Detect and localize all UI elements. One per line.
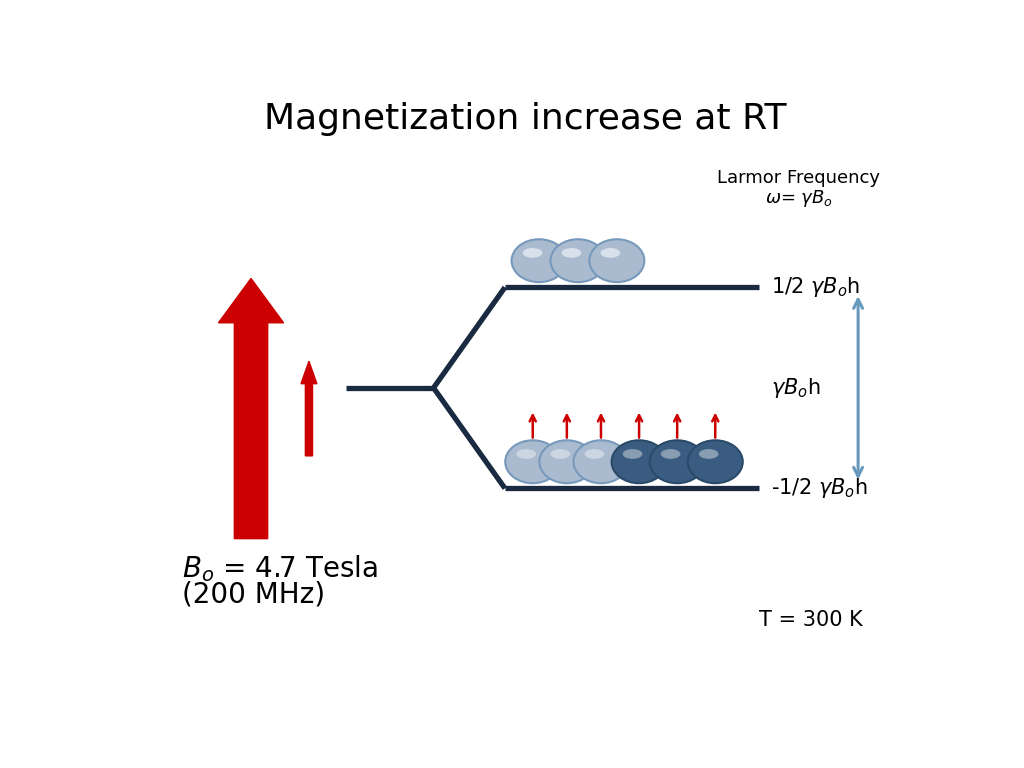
- Text: -1/2 $\gamma B_o$h: -1/2 $\gamma B_o$h: [771, 476, 867, 501]
- Ellipse shape: [522, 248, 543, 258]
- Ellipse shape: [623, 449, 642, 458]
- Ellipse shape: [551, 449, 570, 458]
- Text: (200 MHz): (200 MHz): [182, 581, 325, 609]
- Ellipse shape: [551, 239, 605, 282]
- Ellipse shape: [516, 449, 536, 458]
- Ellipse shape: [573, 440, 629, 483]
- Ellipse shape: [512, 239, 566, 282]
- Ellipse shape: [699, 449, 719, 458]
- Text: $B_o$ = 4.7 Tesla: $B_o$ = 4.7 Tesla: [182, 553, 378, 584]
- Ellipse shape: [540, 440, 594, 483]
- Ellipse shape: [590, 239, 644, 282]
- Text: Magnetization increase at RT: Magnetization increase at RT: [263, 102, 786, 136]
- Text: $\omega$= $\gamma B_o$: $\omega$= $\gamma B_o$: [765, 188, 833, 209]
- Ellipse shape: [561, 248, 582, 258]
- Text: 1/2 $\gamma B_o$h: 1/2 $\gamma B_o$h: [771, 275, 860, 300]
- Text: Larmor Frequency: Larmor Frequency: [717, 169, 880, 187]
- Ellipse shape: [611, 440, 667, 483]
- Ellipse shape: [649, 440, 705, 483]
- FancyArrow shape: [301, 361, 316, 456]
- Ellipse shape: [600, 248, 621, 258]
- Text: $\gamma B_o$h: $\gamma B_o$h: [771, 376, 820, 400]
- FancyArrow shape: [218, 279, 284, 538]
- Ellipse shape: [585, 449, 604, 458]
- Ellipse shape: [660, 449, 680, 458]
- Text: T = 300 K: T = 300 K: [759, 610, 862, 630]
- Ellipse shape: [505, 440, 560, 483]
- Ellipse shape: [688, 440, 742, 483]
